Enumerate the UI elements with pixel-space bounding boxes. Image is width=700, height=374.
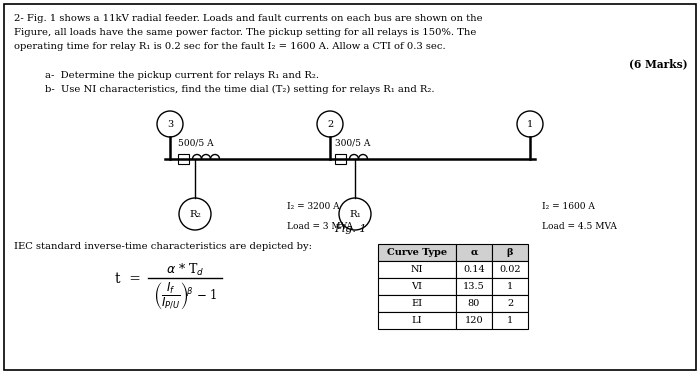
Text: 1: 1: [507, 282, 513, 291]
Bar: [492, 244, 528, 261]
Text: 500/5 A: 500/5 A: [178, 138, 214, 147]
Text: α: α: [470, 248, 477, 257]
Bar: [456, 244, 492, 261]
Bar: [335, 154, 346, 164]
Text: IEC standard inverse-time characteristics are depicted by:: IEC standard inverse-time characteristic…: [14, 242, 312, 251]
Text: 1: 1: [527, 120, 533, 129]
Text: operating time for relay R₁ is 0.2 sec for the fault I₂ = 1600 A. Allow a CTI of: operating time for relay R₁ is 0.2 sec f…: [14, 42, 446, 51]
Text: R₂: R₂: [189, 209, 201, 218]
Text: 2: 2: [507, 299, 513, 308]
Text: (6 Marks): (6 Marks): [629, 58, 688, 69]
Text: 0.02: 0.02: [499, 265, 521, 274]
Text: Load = 4.5 MVA: Load = 4.5 MVA: [542, 221, 617, 230]
Bar: [378, 312, 456, 329]
Text: β: β: [507, 248, 513, 257]
Text: 2: 2: [327, 120, 333, 129]
Text: EI: EI: [412, 299, 423, 308]
Bar: [492, 312, 528, 329]
Bar: [378, 278, 456, 295]
Text: Figure, all loads have the same power factor. The pickup setting for all relays : Figure, all loads have the same power fa…: [14, 28, 477, 37]
Text: I₂ = 1600 A: I₂ = 1600 A: [542, 202, 595, 211]
Text: 1: 1: [507, 316, 513, 325]
Bar: [456, 261, 492, 278]
Bar: [456, 295, 492, 312]
Text: 300/5 A: 300/5 A: [335, 138, 370, 147]
Text: b-  Use NI characteristics, find the time dial (T₂) setting for relays R₁ and R₂: b- Use NI characteristics, find the time…: [45, 85, 435, 94]
Bar: [378, 244, 456, 261]
Text: $\left(\dfrac{I_f}{I_{P/U}}\right)^{\!\beta}$ $-$ 1: $\left(\dfrac{I_f}{I_{P/U}}\right)^{\!\b…: [153, 280, 217, 311]
Text: 2- Fig. 1 shows a 11kV radial feeder. Loads and fault currents on each bus are s: 2- Fig. 1 shows a 11kV radial feeder. Lo…: [14, 14, 482, 23]
Text: 80: 80: [468, 299, 480, 308]
Bar: [456, 312, 492, 329]
Text: Load = 3 MVA: Load = 3 MVA: [287, 221, 353, 230]
Text: Curve Type: Curve Type: [387, 248, 447, 257]
Text: 3: 3: [167, 120, 173, 129]
Text: t  =: t =: [115, 272, 141, 286]
Text: NI: NI: [411, 265, 424, 274]
Text: 13.5: 13.5: [463, 282, 485, 291]
Text: LI: LI: [412, 316, 422, 325]
Text: a-  Determine the pickup current for relays R₁ and R₂.: a- Determine the pickup current for rela…: [45, 71, 319, 80]
Bar: [492, 278, 528, 295]
Bar: [492, 261, 528, 278]
Bar: [378, 295, 456, 312]
Bar: [378, 261, 456, 278]
Text: R₁: R₁: [349, 209, 361, 218]
Text: I₂ = 3200 A: I₂ = 3200 A: [287, 202, 340, 211]
Text: 120: 120: [465, 316, 483, 325]
Text: Fig. 1: Fig. 1: [334, 224, 366, 234]
Bar: [178, 154, 189, 164]
Bar: [492, 295, 528, 312]
Text: 0.14: 0.14: [463, 265, 485, 274]
Text: $\alpha$ * T$_d$: $\alpha$ * T$_d$: [166, 262, 204, 278]
Text: VI: VI: [412, 282, 423, 291]
Bar: [456, 278, 492, 295]
